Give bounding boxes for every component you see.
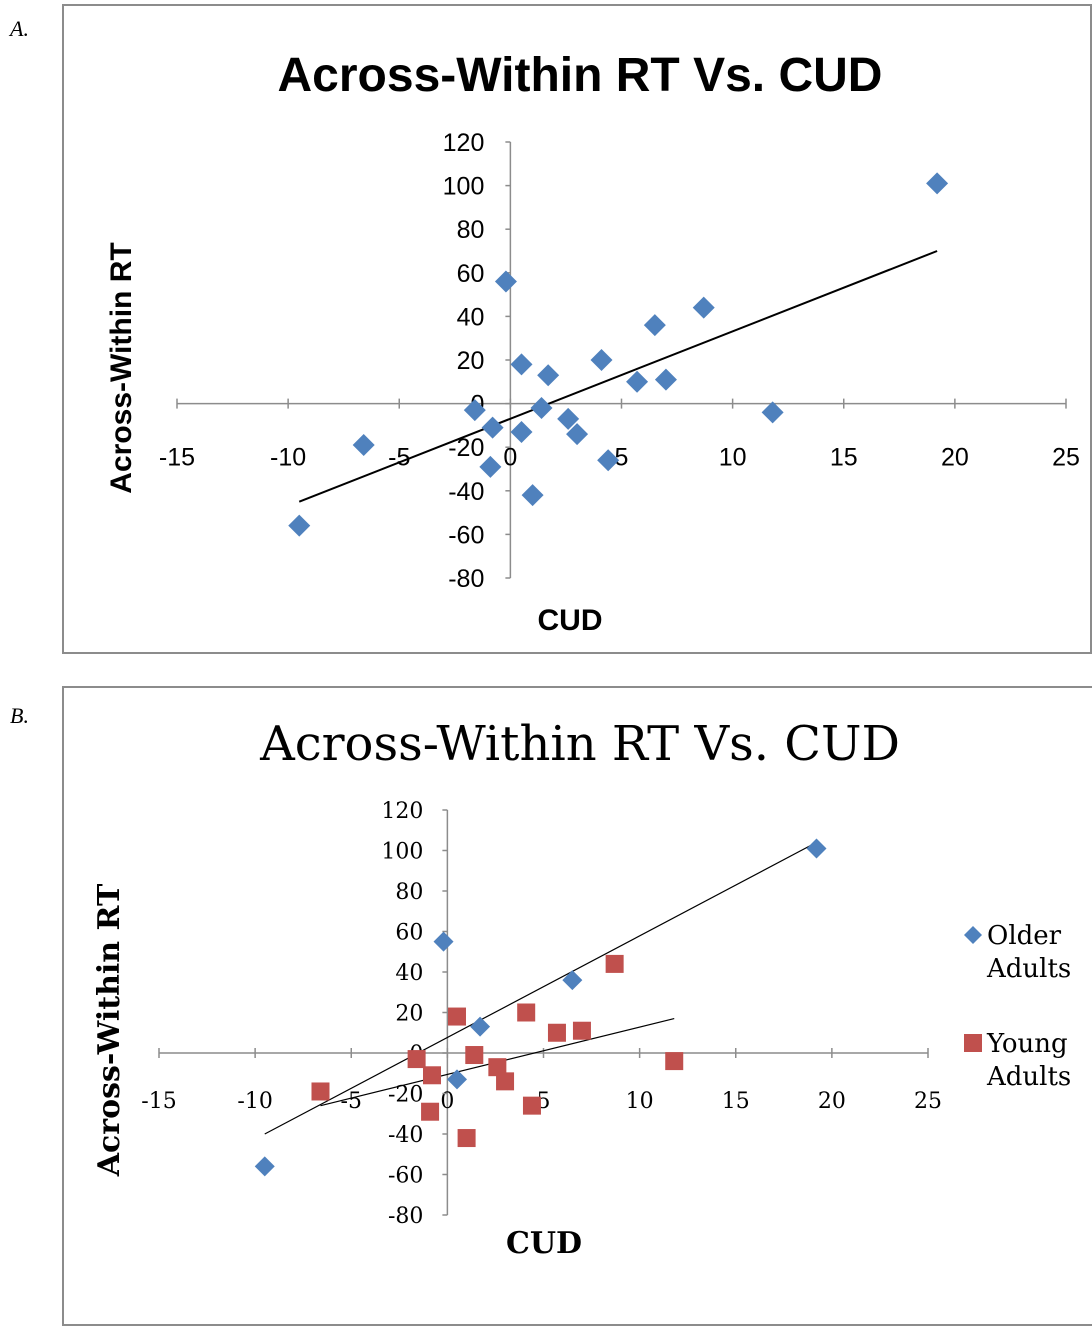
- y-tick-label: -20: [388, 1082, 423, 1107]
- data-point: [590, 349, 613, 371]
- data-point: [566, 423, 589, 446]
- y-axis-title: Across-Within RT: [105, 242, 138, 493]
- y-tick-label: 100: [381, 839, 423, 864]
- x-tick-label: 25: [914, 1089, 942, 1114]
- x-tick-label: 15: [830, 444, 858, 472]
- y-tick-label: 100: [443, 173, 485, 201]
- y-tick-label: -60: [388, 1163, 423, 1188]
- data-point-young: [665, 1052, 684, 1071]
- legend-label-line: Adults: [986, 954, 1071, 984]
- data-point: [761, 401, 784, 424]
- data-point-young: [465, 1046, 484, 1065]
- chart-b-frame: [62, 686, 1092, 1326]
- y-tick-label: -80: [448, 565, 484, 593]
- y-tick-label: -40: [388, 1123, 423, 1148]
- y-tick-label: 60: [457, 260, 485, 288]
- x-tick-label: 5: [615, 444, 629, 472]
- trendline: [298, 250, 938, 503]
- y-tick-label: 20: [395, 1001, 423, 1026]
- x-axis-title: CUD: [538, 604, 603, 637]
- trendline: [264, 841, 817, 1135]
- data-point: [643, 314, 666, 337]
- data-point-older: [470, 1016, 491, 1037]
- data-point-young: [605, 954, 624, 973]
- x-tick-label: 20: [818, 1089, 846, 1114]
- data-point-young: [522, 1096, 541, 1115]
- panel-b-letter: B.: [10, 703, 29, 728]
- y-tick-label: 20: [457, 347, 485, 375]
- data-point-older: [446, 1069, 467, 1090]
- data-point: [530, 396, 553, 419]
- data-point-older: [433, 931, 454, 952]
- y-axis-title: Across-Within RT: [92, 883, 127, 1177]
- chart-title: Across-Within RT Vs. CUD: [259, 716, 900, 772]
- x-tick-label: -15: [159, 444, 195, 472]
- y-tick-label: 80: [395, 880, 423, 905]
- data-point: [521, 484, 544, 507]
- data-point-young: [457, 1129, 476, 1148]
- data-point: [510, 420, 533, 443]
- data-point: [557, 407, 580, 430]
- x-axis-title: CUD: [506, 1226, 582, 1261]
- data-point: [510, 353, 533, 376]
- x-tick-label: 0: [503, 444, 517, 472]
- data-point: [494, 270, 517, 293]
- y-tick-label: -40: [448, 478, 484, 506]
- data-point: [926, 172, 949, 195]
- data-point: [352, 434, 375, 457]
- data-point: [537, 364, 560, 387]
- data-point-young: [422, 1066, 441, 1085]
- data-point: [692, 296, 715, 319]
- x-tick-label: -10: [270, 444, 306, 472]
- data-point: [626, 370, 649, 393]
- data-point: [481, 416, 504, 439]
- y-tick-label: 80: [457, 216, 485, 244]
- x-tick-label: 10: [626, 1089, 654, 1114]
- y-tick-label: 60: [395, 920, 423, 945]
- legend-marker-older: [964, 926, 982, 944]
- x-tick-label: -5: [341, 1089, 362, 1114]
- data-point-young: [447, 1007, 466, 1026]
- x-tick-label: 15: [722, 1089, 750, 1114]
- data-point: [597, 449, 620, 472]
- legend-label-line: Older: [987, 921, 1062, 951]
- data-point-young: [488, 1058, 507, 1077]
- data-point: [479, 455, 502, 478]
- data-point-older: [806, 838, 827, 859]
- y-tick-label: -80: [388, 1204, 423, 1229]
- data-point: [288, 514, 311, 537]
- y-tick-label: 40: [457, 303, 485, 331]
- data-point-young: [547, 1023, 566, 1042]
- data-point-older: [254, 1156, 275, 1177]
- y-tick-label: 40: [395, 961, 423, 986]
- y-tick-label: -20: [448, 434, 484, 462]
- x-tick-label: 20: [941, 444, 969, 472]
- data-point: [654, 368, 677, 391]
- y-tick-label: -60: [448, 521, 484, 549]
- x-tick-label: 0: [440, 1089, 454, 1114]
- data-point-young: [496, 1072, 515, 1091]
- data-point-young: [421, 1102, 440, 1121]
- data-point-young: [517, 1003, 536, 1022]
- x-tick-label: 10: [719, 444, 747, 472]
- data-point-young: [572, 1021, 591, 1040]
- chart-title: Across-Within RT Vs. CUD: [278, 49, 883, 102]
- legend-marker-young: [964, 1034, 982, 1052]
- panel-a-letter: A.: [10, 16, 29, 41]
- legend-label-line: Young: [986, 1029, 1068, 1059]
- data-point-older: [562, 970, 583, 991]
- x-tick-label: 25: [1052, 444, 1080, 472]
- legend-label-line: Adults: [986, 1062, 1071, 1092]
- chart-a-frame: [62, 4, 1092, 654]
- data-point: [463, 399, 486, 422]
- data-point-young: [311, 1082, 330, 1101]
- x-tick-label: -10: [237, 1089, 272, 1114]
- y-tick-label: 120: [443, 129, 485, 157]
- data-point-young: [407, 1050, 426, 1069]
- y-tick-label: 120: [381, 799, 423, 824]
- x-tick-label: -15: [141, 1089, 176, 1114]
